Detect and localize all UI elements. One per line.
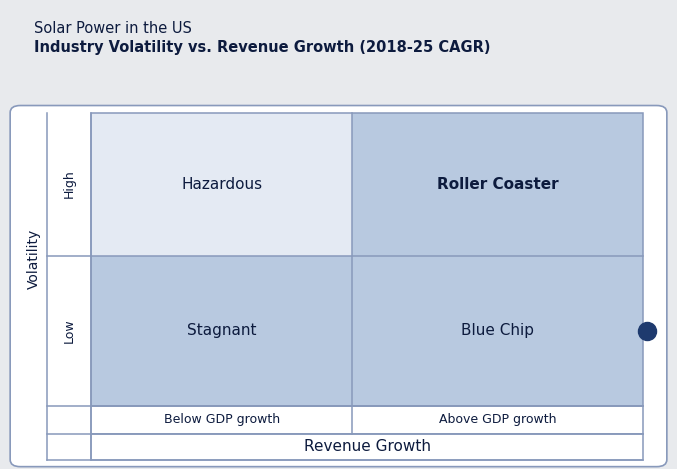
Text: Revenue Growth: Revenue Growth [304,439,431,454]
Text: Low: Low [63,318,76,343]
Bar [352,256,643,406]
Bar [91,256,352,406]
Text: Hazardous: Hazardous [181,177,262,191]
Bar [91,113,643,406]
Text: Industry Volatility vs. Revenue Growth (2018-25 CAGR): Industry Volatility vs. Revenue Growth (… [34,40,490,55]
Text: Roller Coaster: Roller Coaster [437,177,559,191]
Text: High: High [63,170,76,198]
Text: Blue Chip: Blue Chip [461,323,534,338]
Bar [91,434,643,460]
Bar [352,113,643,256]
Bar [91,113,352,256]
Text: Above GDP growth: Above GDP growth [439,413,556,426]
Text: Solar Power in the US: Solar Power in the US [34,21,192,36]
Text: Stagnant: Stagnant [187,323,257,338]
Text: Below GDP growth: Below GDP growth [164,413,280,426]
Text: Volatility: Volatility [27,229,41,289]
Bar [91,406,643,434]
FancyBboxPatch shape [10,106,667,467]
